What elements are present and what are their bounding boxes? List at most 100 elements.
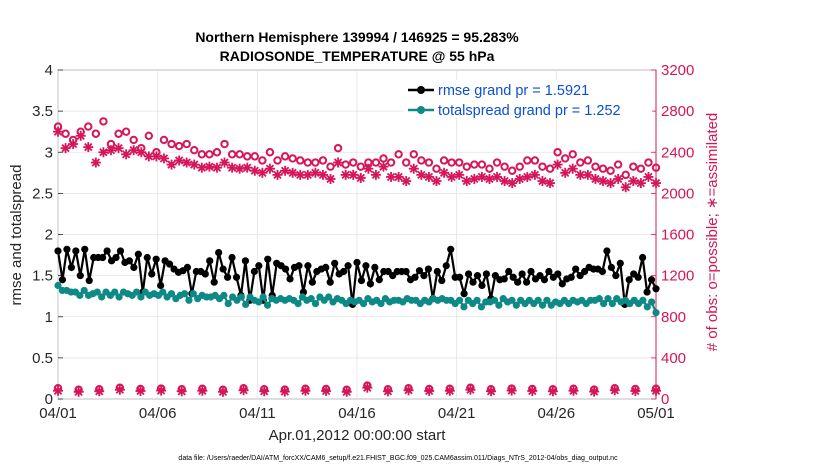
rmse-point [232,273,241,281]
obs-possible-point [280,152,290,161]
rmse-point [228,253,236,262]
x-tick-label: 04/01 [39,405,77,422]
obs-assimilated-low-point [259,386,270,397]
totalspread-point [237,293,245,301]
x-tick-label: 04/06 [139,405,177,422]
rmse-point [500,275,508,283]
chart-title-line1: Northern Hemisphere 139994 / 146925 = 95… [195,29,519,45]
obs-assimilated-point [75,130,86,141]
rmse-point [85,276,93,285]
x-tick-label: 04/26 [538,405,576,422]
totalspread-point [185,296,193,304]
rmse-point [634,273,642,281]
legend-rmse-marker [417,86,425,94]
totalspread-point [508,296,516,304]
obs-assimilated-point [211,162,222,173]
obs-assimilated-point [582,169,593,180]
obs-possible-point [477,160,487,169]
obs-possible-point [121,127,131,136]
obs-assimilated-low-point [156,385,167,396]
rmse-point [76,272,84,280]
totalspread-point [255,298,263,306]
obs-possible-point [356,162,365,171]
rmse-point [295,262,303,270]
obs-possible-point [394,150,403,159]
obs-assimilated-point [386,171,397,182]
totalspread-point [490,296,499,304]
rmse-point [473,272,482,280]
obs-assimilated-point [567,163,578,174]
totalspread-point [495,301,503,309]
rmse-point [134,250,142,258]
obs-possible-point [167,139,176,149]
obs-possible-point [560,154,570,163]
y-axis-label-right: # of obs: o=possible; ∗=assimilated [704,113,721,352]
rmse-point [157,281,165,290]
y-right-tick-label: 0 [661,391,669,408]
obs-possible-point [205,150,214,159]
obs-possible-point [326,162,335,171]
rmse-point [165,260,174,268]
obs-possible-point [61,129,70,138]
x-axis-label: Apr.01,2012 00:00:00 start [269,427,447,444]
legend-spread-label: totalspread grand pr = 1.252 [438,103,621,119]
y-right-tick-label: 1200 [661,268,694,285]
rmse-point [545,267,553,276]
obs-possible-point [402,158,411,167]
totalspread-point [242,300,250,309]
obs-possible-point [379,154,388,163]
totalspread-point [538,301,547,309]
totalspread-point [294,299,302,308]
obs-assimilated-point [287,167,298,178]
totalspread-point [600,299,608,308]
obs-assimilated-point [105,145,116,156]
obs-assimilated-point [325,173,336,184]
obs-assimilated-point [249,165,260,176]
obs-possible-point [227,150,237,159]
obs-possible-point [386,158,396,167]
rmse-point [375,276,383,284]
rmse-point [125,257,134,265]
rmse-point [424,265,433,273]
obs-assimilated-point [83,142,94,153]
rmse-point [54,247,62,255]
obs-assimilated-point [158,153,169,164]
obs-assimilated-low-point [238,385,249,396]
rmse-point [438,276,446,285]
obs-assimilated-point [355,172,366,183]
obs-assimilated-point [461,176,472,187]
x-tick-label: 04/11 [239,405,275,422]
obs-assimilated-low-point [382,386,393,397]
obs-assimilated-low-point [176,386,187,397]
obs-assimilated-point [643,171,654,182]
obs-possible-point [190,145,199,155]
obs-assimilated-point [507,178,518,189]
obs-assimilated-point [439,167,450,178]
totalspread-point [54,281,62,290]
rmse-point [112,253,120,262]
obs-possible-point [591,162,600,171]
obs-assimilated-point [492,171,503,182]
obs-possible-point [349,158,358,167]
y-right-tick-label: 800 [661,309,686,326]
y-left-tick-label: 0.5 [32,350,53,367]
obs-possible-point [500,162,509,171]
rmse-point [652,285,660,293]
totalspread-point [648,298,656,306]
totalspread-point [595,295,603,303]
obs-assimilated-low-point [589,386,600,397]
totalspread-point [224,299,232,308]
obs-possible-point [470,160,479,169]
obs-possible-point [303,158,312,167]
rmse-point [353,258,361,267]
rmse-point [130,263,138,271]
obs-possible-point [530,156,540,165]
obs-assimilated-point [257,167,268,178]
legend-spread-marker [417,106,425,114]
obs-possible-point [288,154,297,163]
obs-assimilated-low-point [609,385,620,396]
rmse-point [210,278,218,286]
totalspread-point [604,295,612,303]
rmse-point [514,278,522,286]
